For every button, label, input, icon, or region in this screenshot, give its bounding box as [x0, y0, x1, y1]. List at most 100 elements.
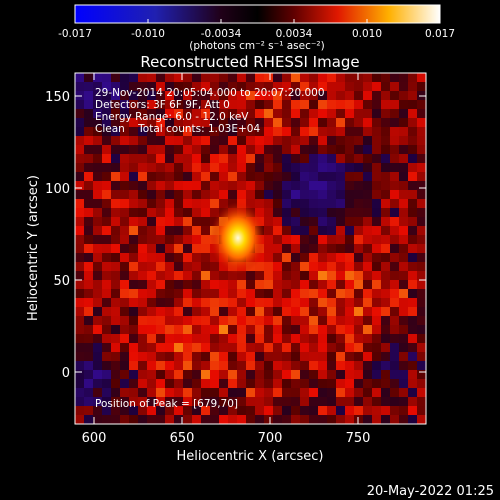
image-pixel [255, 334, 264, 343]
image-pixel [318, 316, 327, 325]
image-pixel [84, 406, 93, 415]
image-pixel [183, 262, 192, 271]
image-pixel [336, 118, 345, 127]
image-pixel [273, 181, 282, 190]
image-pixel [174, 379, 183, 388]
image-pixel [138, 361, 147, 370]
image-pixel [282, 73, 291, 82]
image-pixel [102, 397, 111, 406]
image-pixel [84, 181, 93, 190]
image-pixel [399, 154, 408, 163]
image-pixel [192, 406, 201, 415]
image-pixel [120, 118, 129, 127]
image-pixel [210, 118, 219, 127]
image-pixel [264, 388, 273, 397]
image-pixel [372, 343, 381, 352]
image-pixel [219, 118, 228, 127]
image-pixel [201, 316, 210, 325]
image-pixel [327, 208, 336, 217]
image-pixel [120, 217, 129, 226]
image-pixel [165, 388, 174, 397]
image-pixel [93, 280, 102, 289]
image-pixel [264, 226, 273, 235]
image-pixel [129, 145, 138, 154]
image-pixel [102, 253, 111, 262]
image-pixel [363, 280, 372, 289]
image-pixel [336, 289, 345, 298]
image-pixel [282, 190, 291, 199]
image-pixel [318, 397, 327, 406]
image-pixel [300, 244, 309, 253]
image-pixel [75, 379, 84, 388]
image-pixel [264, 244, 273, 253]
image-pixel [138, 172, 147, 181]
image-pixel [237, 397, 246, 406]
image-pixel [309, 397, 318, 406]
image-pixel [138, 271, 147, 280]
image-pixel [255, 154, 264, 163]
image-pixel [192, 190, 201, 199]
image-pixel [372, 415, 381, 424]
image-pixel [390, 136, 399, 145]
image-pixel [219, 154, 228, 163]
image-pixel [165, 91, 174, 100]
image-pixel [111, 334, 120, 343]
image-pixel [345, 82, 354, 91]
image-pixel [75, 298, 84, 307]
image-pixel [156, 172, 165, 181]
image-pixel [147, 262, 156, 271]
image-pixel [291, 289, 300, 298]
image-pixel [183, 406, 192, 415]
image-pixel [102, 244, 111, 253]
image-pixel [102, 415, 111, 424]
image-pixel [201, 163, 210, 172]
image-pixel [408, 118, 417, 127]
image-pixel [147, 253, 156, 262]
image-pixel [273, 415, 282, 424]
image-pixel [309, 100, 318, 109]
image-pixel [210, 181, 219, 190]
image-pixel [201, 262, 210, 271]
image-pixel [354, 208, 363, 217]
image-pixel [237, 370, 246, 379]
image-pixel [237, 100, 246, 109]
image-pixel [111, 91, 120, 100]
image-pixel [363, 118, 372, 127]
image-pixel [228, 136, 237, 145]
image-pixel [399, 217, 408, 226]
image-pixel [246, 100, 255, 109]
image-pixel [84, 379, 93, 388]
image-pixel [381, 325, 390, 334]
image-pixel [300, 415, 309, 424]
image-pixel [309, 307, 318, 316]
image-pixel [354, 253, 363, 262]
image-pixel [129, 154, 138, 163]
image-pixel [309, 82, 318, 91]
image-pixel [201, 154, 210, 163]
image-pixel [228, 343, 237, 352]
image-pixel [156, 379, 165, 388]
image-pixel [345, 343, 354, 352]
image-pixel [210, 127, 219, 136]
image-pixel [309, 118, 318, 127]
image-pixel [363, 298, 372, 307]
image-pixel [399, 172, 408, 181]
image-pixel [120, 181, 129, 190]
image-pixel [165, 73, 174, 82]
image-pixel [183, 109, 192, 118]
image-pixel [363, 271, 372, 280]
image-pixel [228, 91, 237, 100]
image-pixel [192, 217, 201, 226]
image-pixel [129, 388, 138, 397]
image-pixel [84, 145, 93, 154]
image-pixel [327, 163, 336, 172]
image-pixel [138, 406, 147, 415]
image-pixel [129, 406, 138, 415]
image-pixel [372, 406, 381, 415]
image-pixel [102, 307, 111, 316]
image-pixel [201, 208, 210, 217]
image-pixel [354, 226, 363, 235]
image-pixel [399, 307, 408, 316]
image-pixel [228, 271, 237, 280]
image-pixel [111, 100, 120, 109]
